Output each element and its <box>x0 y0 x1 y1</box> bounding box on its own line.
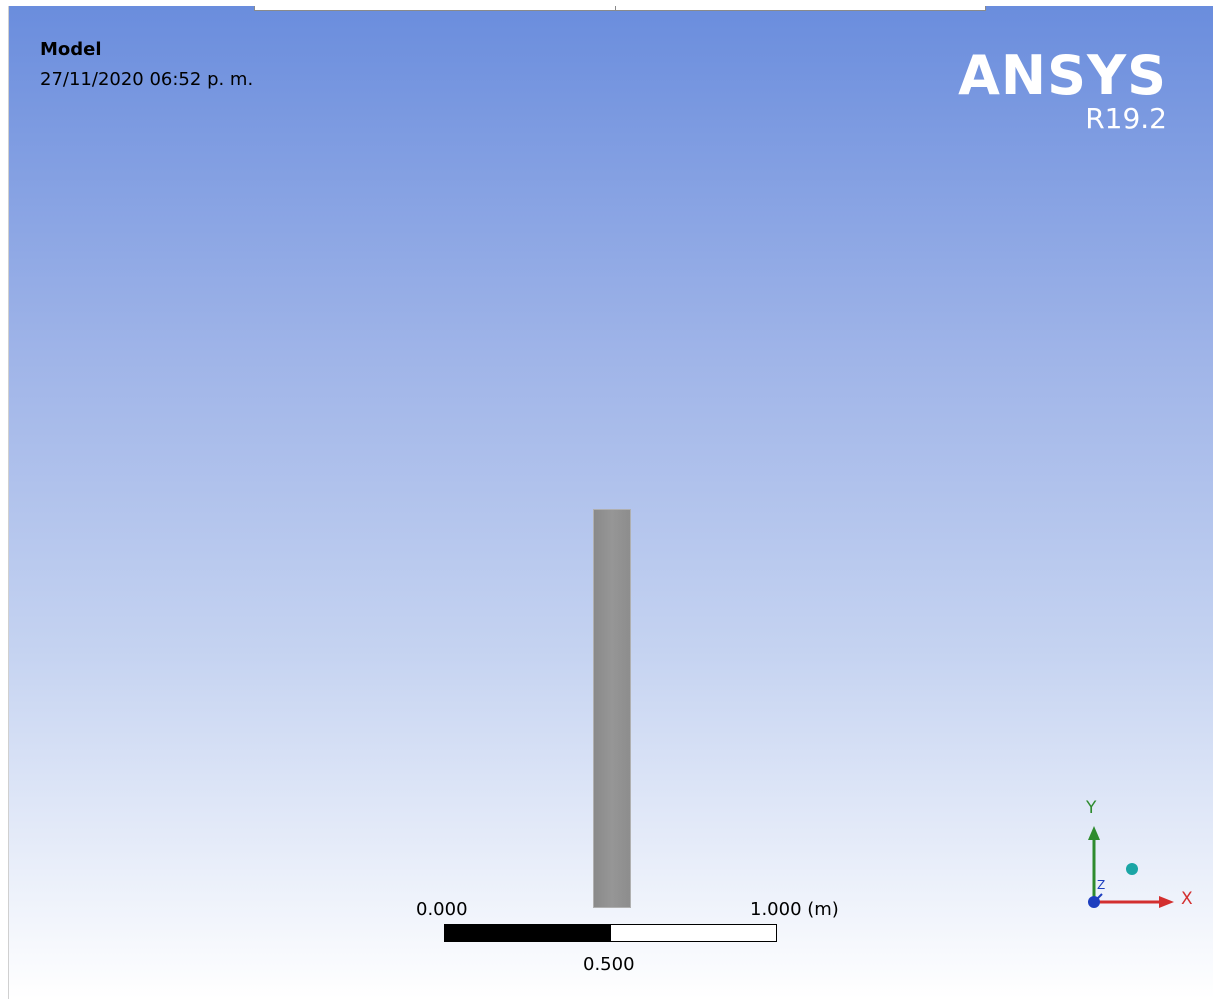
ansys-logo: ANSYS R19.2 <box>958 48 1167 134</box>
triad-axes-icon <box>1088 826 1174 908</box>
scale-mid-label: 0.500 <box>583 954 635 975</box>
viewport-date: 27/11/2020 06:52 p. m. <box>40 69 254 90</box>
origin-dot-icon <box>1088 896 1100 908</box>
top-strip-divider <box>615 6 616 11</box>
brand-name: ANSYS <box>958 44 1167 107</box>
z-axis-label: Z <box>1097 878 1106 892</box>
y-axis-label: Y <box>1086 798 1097 818</box>
scale-bar-filled-segment <box>445 925 611 941</box>
x-axis-label: X <box>1181 889 1193 909</box>
coordinate-triad[interactable]: Y X Z <box>1064 796 1194 916</box>
brand-version: R19.2 <box>1085 102 1167 135</box>
x-axis-arrow-icon <box>1159 896 1174 908</box>
isometric-view-ball-icon <box>1126 863 1138 875</box>
scale-bar <box>444 924 777 942</box>
y-axis-arrow-icon <box>1088 826 1100 840</box>
graphics-viewport[interactable]: Model 27/11/2020 06:52 p. m. ANSYS R19.2… <box>8 6 1213 999</box>
model-geometry-body[interactable] <box>593 509 631 908</box>
scale-end-label: 1.000 (m) <box>750 899 839 920</box>
viewport-top-strip <box>254 6 986 11</box>
scale-start-label: 0.000 <box>416 899 468 920</box>
viewport-title: Model <box>40 39 102 60</box>
